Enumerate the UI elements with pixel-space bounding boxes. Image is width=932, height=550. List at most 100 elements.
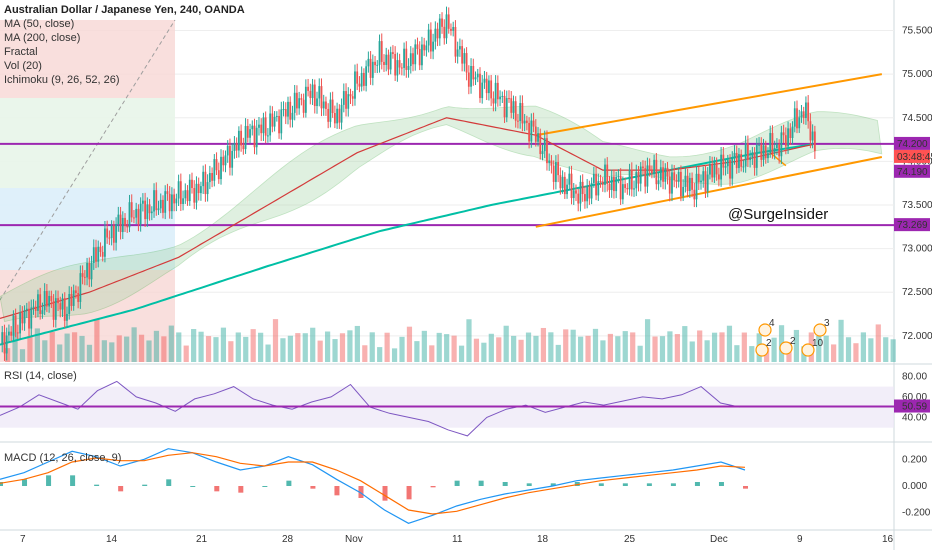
candle-body-336 xyxy=(749,157,752,161)
candle-body-247 xyxy=(550,160,553,166)
legend-item-fractal[interactable]: Fractal xyxy=(4,46,38,58)
macd-hist-bar-10 xyxy=(238,486,244,493)
rsi-label[interactable]: RSI (14, close) xyxy=(4,370,77,382)
candle-body-194 xyxy=(432,41,435,52)
price-tag-ma-bg xyxy=(894,164,930,178)
volume-bar-98 xyxy=(734,345,740,362)
volume-bar-51 xyxy=(384,332,390,362)
volume-bar-112 xyxy=(838,319,844,362)
volume-bar-34 xyxy=(258,332,264,362)
time-axis-label-10: 16 xyxy=(882,534,894,545)
candle-body-262 xyxy=(584,194,586,202)
volume-bar-12 xyxy=(94,319,100,362)
candle-body-29 xyxy=(63,298,66,321)
volume-bar-78 xyxy=(585,335,591,362)
candle-body-124 xyxy=(275,115,278,117)
event-marker-3 xyxy=(801,343,815,357)
candle-body-274 xyxy=(610,176,613,191)
candle-body-174 xyxy=(387,54,390,70)
time-axis-label-8: Dec xyxy=(710,534,728,545)
volume-bar-102 xyxy=(764,347,770,362)
candle-body-217 xyxy=(483,78,486,83)
candle-body-289 xyxy=(644,168,647,187)
event-marker-label-1: 2 xyxy=(790,336,796,347)
candle-body-154 xyxy=(342,91,345,105)
volume-bar-16 xyxy=(124,336,130,362)
macd-hist-bar-20 xyxy=(478,480,484,486)
candle-body-178 xyxy=(396,60,399,76)
candle-body-111 xyxy=(246,125,249,138)
macd-hist-bar-23 xyxy=(550,483,556,486)
candle-body-198 xyxy=(441,18,443,27)
price-tag-countdown: 03:48:45 xyxy=(897,152,932,163)
rsi-tick-label-2: 40.00 xyxy=(902,412,927,423)
time-axis-label-5: 11 xyxy=(452,534,463,545)
candle-body-309 xyxy=(688,177,691,192)
candle-body-179 xyxy=(398,60,401,68)
candle-body-337 xyxy=(751,152,754,158)
candle-body-279 xyxy=(621,184,624,200)
candle-body-347 xyxy=(773,148,776,154)
macd-hist-bar-17 xyxy=(406,486,412,500)
candle-body-99 xyxy=(220,156,222,180)
candle-body-192 xyxy=(427,29,430,46)
candle-body-113 xyxy=(251,125,254,130)
event-marker-0 xyxy=(758,323,772,337)
candle-body-20 xyxy=(43,290,46,311)
volume-bar-63 xyxy=(473,338,480,362)
candle-body-118 xyxy=(262,117,265,134)
volume-bar-93 xyxy=(697,330,703,362)
macd-label[interactable]: MACD (12, 26, close, 9) xyxy=(4,452,122,464)
candle-body-5 xyxy=(10,331,13,336)
candle-body-40 xyxy=(88,263,91,280)
candle-body-60 xyxy=(133,217,135,219)
candle-body-242 xyxy=(539,133,542,155)
candle-body-121 xyxy=(269,113,272,136)
candle-body-51 xyxy=(112,225,115,243)
candle-body-348 xyxy=(776,144,778,149)
volume-bar-13 xyxy=(101,340,107,362)
legend-item-volume[interactable]: Vol (20) xyxy=(4,60,42,72)
candle-body-332 xyxy=(740,154,743,167)
candle-body-54 xyxy=(119,214,122,233)
price-tick-label-2: 74.500 xyxy=(902,113,932,124)
candle-body-96 xyxy=(213,159,216,181)
candle-body-340 xyxy=(758,144,760,146)
legend-item-ma50[interactable]: MA (50, close) xyxy=(4,18,75,30)
candle-body-94 xyxy=(208,173,211,183)
candle-body-223 xyxy=(496,82,499,100)
candle-body-215 xyxy=(479,73,481,99)
candle-body-62 xyxy=(137,208,140,225)
volume-bar-17 xyxy=(131,327,137,362)
macd-hist-bar-0 xyxy=(0,482,3,486)
candle-body-92 xyxy=(204,171,207,195)
candle-body-253 xyxy=(563,176,566,195)
candle-body-43 xyxy=(95,247,97,262)
candle-body-323 xyxy=(720,154,722,180)
candle-body-36 xyxy=(79,273,82,302)
legend-item-ma200[interactable]: MA (200, close) xyxy=(4,32,81,44)
candle-body-151 xyxy=(336,108,339,124)
volume-bar-38 xyxy=(287,335,293,362)
candle-body-147 xyxy=(327,108,330,122)
candle-body-314 xyxy=(700,180,702,183)
candle-body-184 xyxy=(409,53,412,67)
candle-body-144 xyxy=(320,86,323,109)
candle-body-172 xyxy=(383,61,385,65)
candle-body-222 xyxy=(494,82,497,104)
volume-bar-7 xyxy=(57,344,63,362)
candle-body-211 xyxy=(470,65,472,87)
candle-body-310 xyxy=(691,177,693,190)
candle-body-298 xyxy=(664,167,667,182)
volume-bar-46 xyxy=(347,330,353,362)
volume-bar-50 xyxy=(377,347,383,362)
volume-bar-40 xyxy=(302,333,308,362)
candle-body-176 xyxy=(392,52,394,54)
legend-item-ichimoku[interactable]: Ichimoku (9, 26, 52, 26) xyxy=(4,74,120,86)
candle-body-57 xyxy=(126,225,129,228)
volume-bar-28 xyxy=(213,337,219,362)
macd-hist-bar-27 xyxy=(646,483,652,486)
candle-body-125 xyxy=(278,115,280,134)
candle-body-93 xyxy=(206,182,209,195)
candle-body-136 xyxy=(302,99,305,113)
